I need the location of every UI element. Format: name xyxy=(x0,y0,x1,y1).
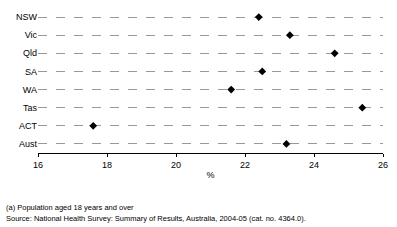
svg-text:Aust: Aust xyxy=(19,139,38,149)
svg-text:ACT: ACT xyxy=(19,121,38,131)
svg-text:%: % xyxy=(206,170,214,180)
svg-text:(a) Population aged 18 years a: (a) Population aged 18 years and over xyxy=(6,203,134,212)
svg-text:16: 16 xyxy=(33,160,43,170)
svg-text:24: 24 xyxy=(309,160,319,170)
svg-text:NSW: NSW xyxy=(16,12,38,22)
svg-text:WA: WA xyxy=(23,85,37,95)
svg-text:SA: SA xyxy=(25,67,37,77)
svg-text:Tas: Tas xyxy=(23,103,38,113)
svg-text:18: 18 xyxy=(102,160,112,170)
svg-text:Vic: Vic xyxy=(25,30,38,40)
svg-text:22: 22 xyxy=(240,160,250,170)
svg-text:20: 20 xyxy=(171,160,181,170)
svg-text:Qld: Qld xyxy=(23,48,37,58)
svg-text:Source: National Health Survey: Source: National Health Survey: Summary … xyxy=(6,214,306,223)
svg-text:26: 26 xyxy=(378,160,388,170)
